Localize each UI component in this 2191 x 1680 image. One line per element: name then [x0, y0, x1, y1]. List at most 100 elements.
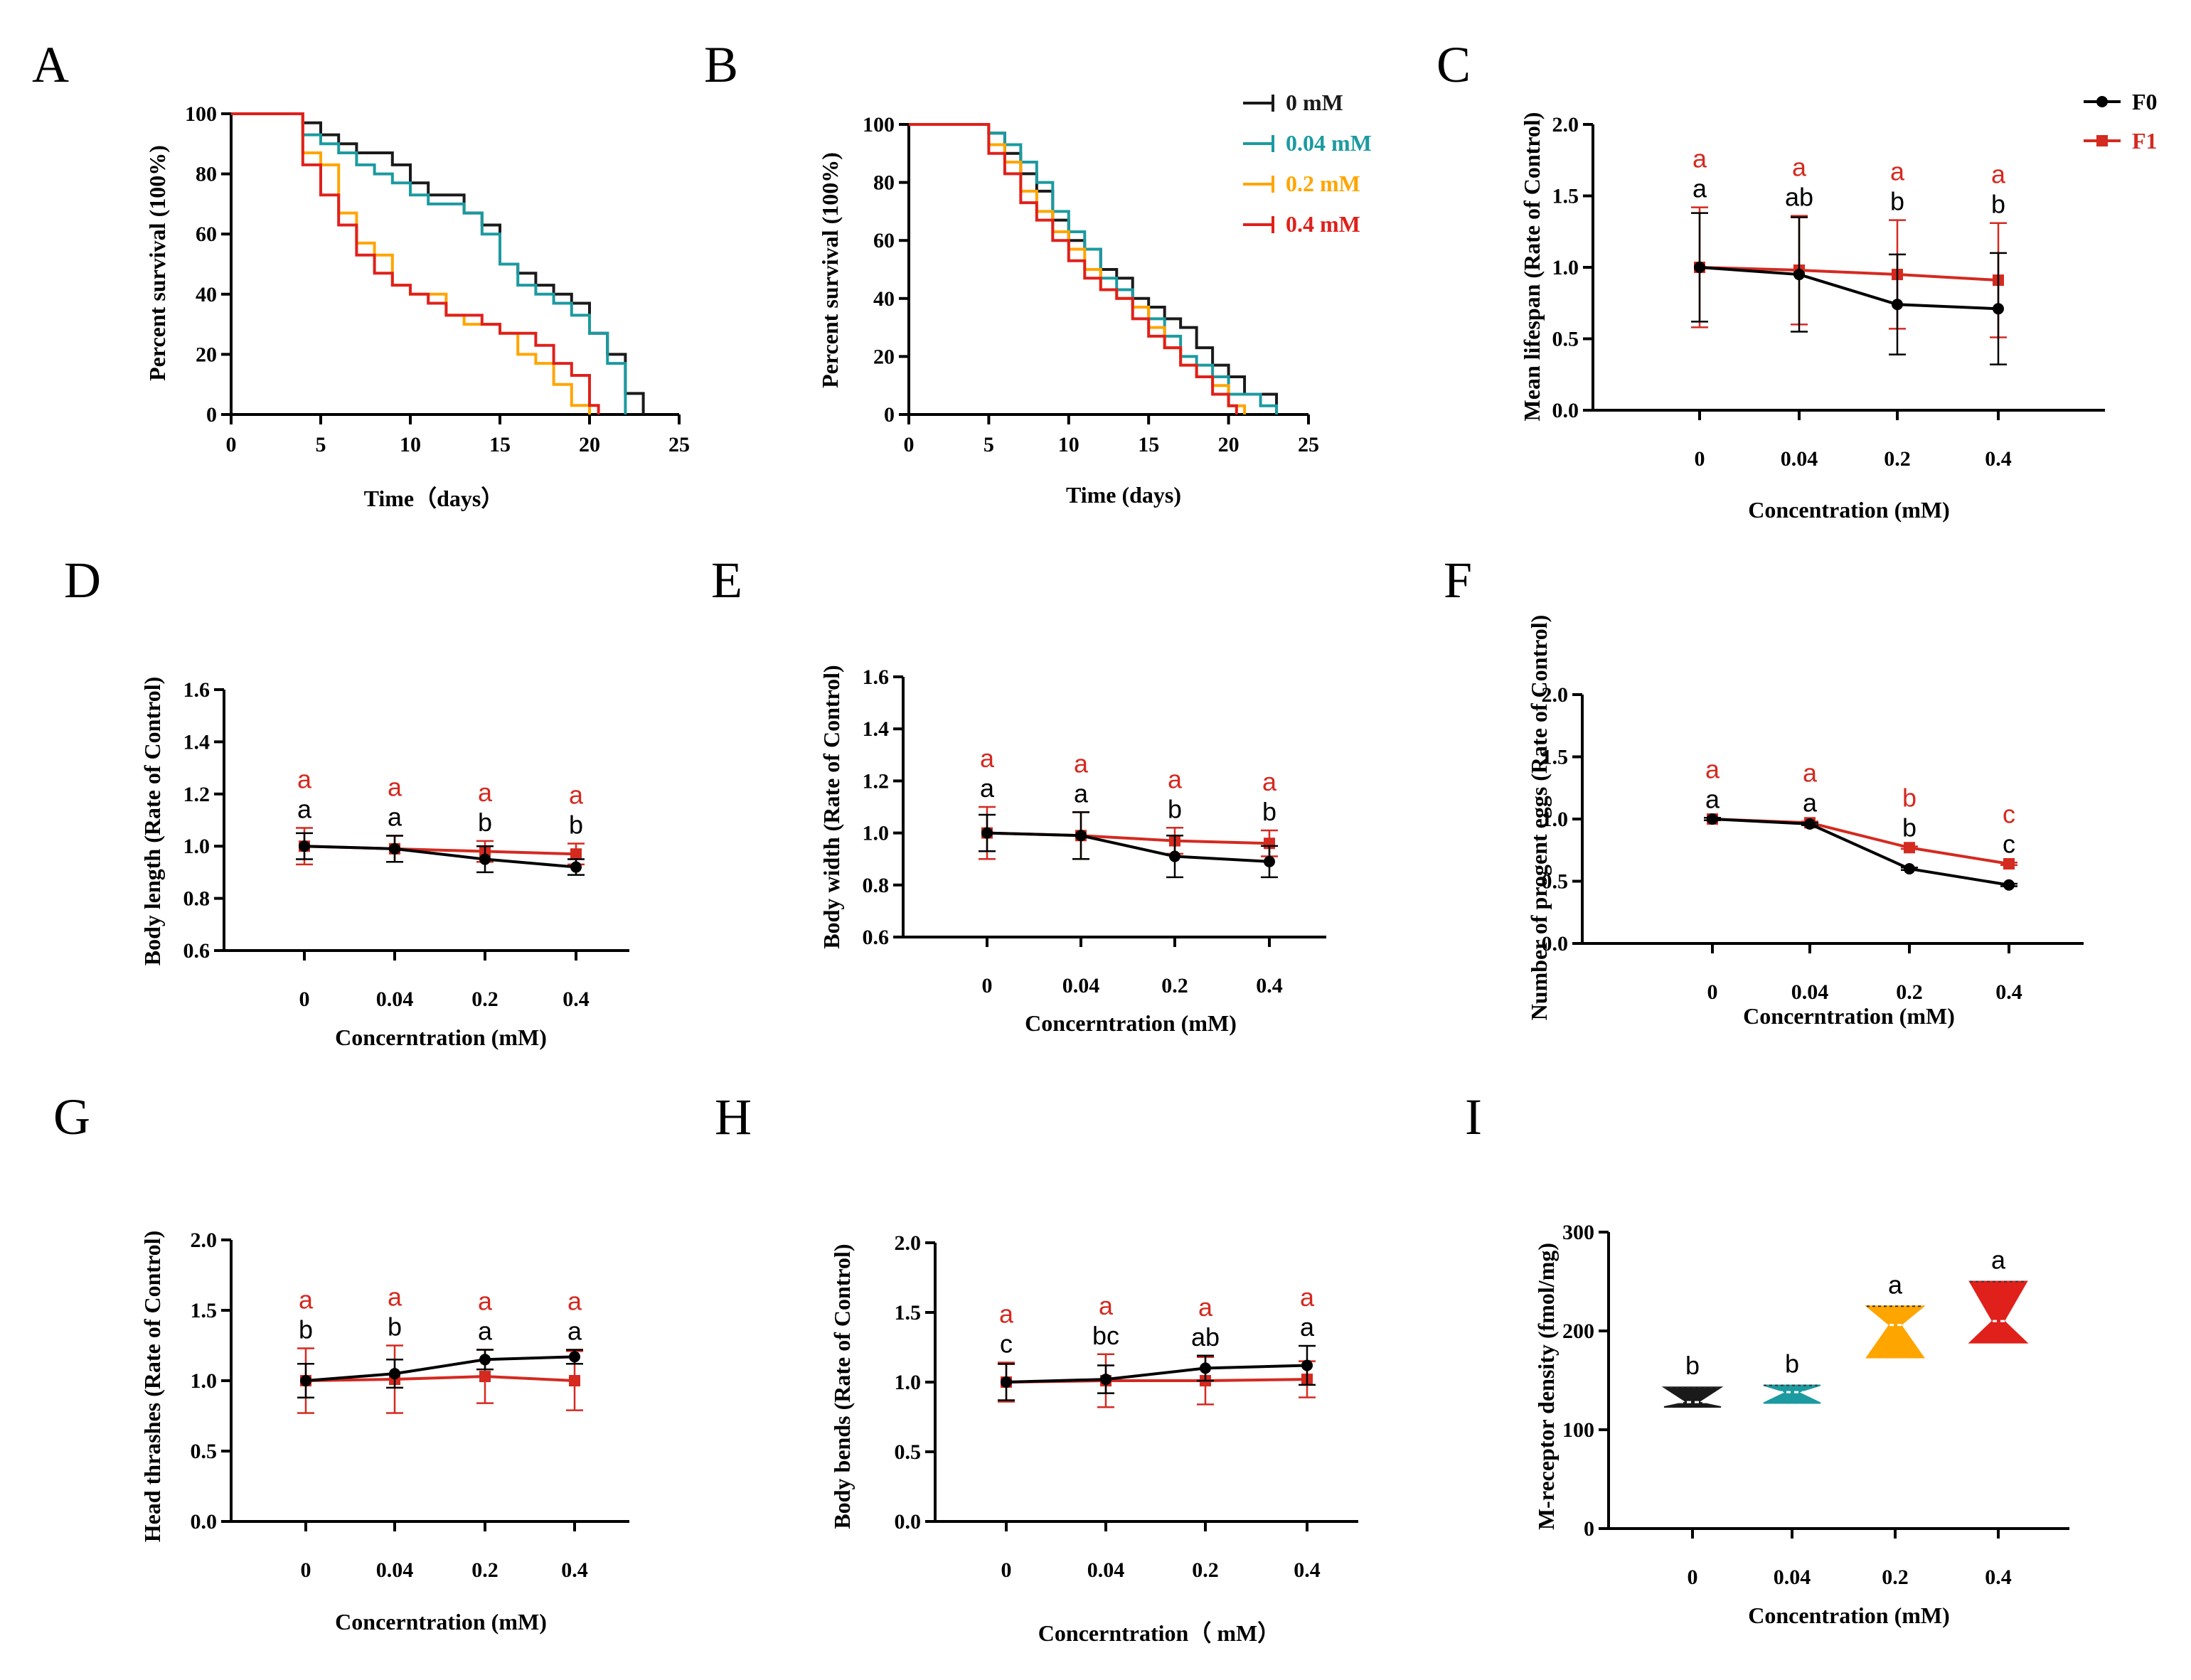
x-tick-label: 15 — [1138, 433, 1159, 456]
data-point-f0 — [1892, 299, 1903, 311]
x-tick-label: 0.2 — [471, 988, 499, 1011]
y-axis-title: M-receptor density (fmol/mg) — [1533, 1243, 1559, 1530]
x-tick-label: 15 — [489, 433, 511, 456]
panel-letter: H — [715, 1088, 752, 1145]
data-point-f0 — [1169, 850, 1180, 862]
x-axis-title: Concentration (mM) — [1748, 497, 1949, 523]
significance-letter-f1: a — [1991, 160, 2006, 189]
significance-letter-f1: a — [297, 765, 312, 794]
significance-letter-f0: ab — [1785, 183, 1813, 212]
legend-label: 0.2 mM — [1286, 171, 1360, 196]
panel-h: 0.0 0.5 1.0 1.5 2.0 0 0.04 0.2 0.4 Concerntration… — [715, 1088, 1358, 1646]
y-tick-label: 300 — [1562, 1221, 1594, 1244]
y-tick-label: 200 — [1562, 1320, 1594, 1343]
significance-letter-f0: a — [1692, 174, 1707, 203]
y-axis-title: Mean lifespan (Rate of Control) — [1519, 112, 1545, 422]
survival-curve-02mM — [909, 123, 1247, 414]
significance-letter-f0: a — [297, 795, 312, 824]
significance-letter-f1: a — [478, 1286, 493, 1315]
y-tick-label: 1.6 — [183, 678, 210, 702]
y-tick-label: 100 — [863, 113, 895, 137]
significance-letter-f0: c — [2003, 829, 2015, 858]
panel-letter: G — [53, 1088, 90, 1145]
x-tick-label: 0 — [1695, 447, 1705, 471]
x-axis-title: Concerntration (mM) — [335, 1024, 547, 1050]
y-tick-label: 1.0 — [895, 1371, 922, 1394]
panel-g: 0.0 0.5 1.0 1.5 2.0 0 0.04 0.2 0.4 Concerntration… — [53, 1088, 629, 1634]
x-axis-title: Concerntration (mM) — [1743, 1003, 1955, 1029]
data-point-f0 — [479, 1354, 491, 1366]
data-point-f0 — [1200, 1362, 1211, 1374]
significance-letter-f1: a — [1705, 754, 1720, 783]
panel-letter: D — [64, 552, 101, 609]
significance-letter-f0: a — [1803, 788, 1818, 818]
x-tick-label: 0.4 — [1294, 1558, 1321, 1582]
x-tick-label: 0.04 — [376, 1558, 414, 1582]
y-tick-label: 40 — [873, 287, 895, 311]
x-tick-label: 0.4 — [563, 988, 590, 1011]
significance-letter-f0: b — [478, 808, 492, 837]
significance-letter: b — [1685, 1351, 1700, 1380]
panel-letter: I — [1465, 1088, 1482, 1145]
significance-letter-f0: bc — [1092, 1321, 1119, 1350]
data-point-f0 — [479, 853, 491, 865]
x-tick-label: 0.04 — [1087, 1558, 1125, 1582]
survival-curve-02mM — [231, 112, 591, 414]
x-tick-label: 0.04 — [1062, 974, 1100, 997]
panel-letter: B — [704, 36, 738, 93]
data-point-f0 — [1264, 855, 1275, 867]
y-tick-label: 100 — [185, 102, 217, 126]
y-tick-label: 80 — [196, 163, 217, 186]
data-point-f1 — [570, 848, 582, 860]
y-tick-label: 1.0 — [191, 1369, 218, 1393]
panel-i: 0 100 200 300 0 0.04 0.2 0.4 Concentration (mM) M… — [1465, 1088, 2069, 1628]
x-tick-label: 0.2 — [1884, 447, 1911, 471]
panel-a: 0 20 40 60 80 100 0 5 10 15 20 25 Time（days） Percent … — [32, 36, 690, 511]
survival-curve-004mM — [231, 112, 627, 414]
significance-letter-f0: c — [1000, 1329, 1013, 1359]
y-tick-label: 0 — [206, 403, 217, 427]
x-axis-title: Time（days） — [364, 486, 504, 511]
panel-e: 0.6 0.8 1.0 1.2 1.4 1.6 0 0.04 0.2 0.4 Concerntrat… — [711, 552, 1326, 1036]
violin-004 — [1763, 1384, 1821, 1404]
panel-letter: F — [1444, 552, 1472, 609]
y-tick-label: 1.5 — [1552, 185, 1579, 208]
significance-letter-f1: a — [567, 1286, 582, 1315]
y-tick-label: 1.5 — [895, 1301, 922, 1325]
y-tick-label: 40 — [196, 283, 217, 306]
significance-letter-f0: b — [1902, 813, 1917, 842]
x-tick-label: 0.4 — [1985, 447, 2012, 471]
y-tick-label: 1.6 — [863, 665, 890, 689]
data-point-f0 — [1793, 269, 1805, 281]
y-tick-label: 2.0 — [191, 1229, 218, 1252]
x-tick-label: 0.4 — [1995, 980, 2022, 1004]
legend-marker — [2096, 96, 2108, 107]
legend-label: 0 mM — [1286, 90, 1343, 115]
x-tick-label: 0.2 — [1882, 1566, 1909, 1589]
y-tick-label: 1.2 — [863, 769, 890, 793]
x-tick-label: 0 — [299, 988, 310, 1011]
y-tick-label: 1.0 — [1552, 256, 1579, 279]
y-tick-label: 1.0 — [183, 835, 210, 858]
x-tick-label: 0.2 — [471, 1558, 499, 1582]
y-tick-label: 0.6 — [183, 939, 210, 963]
y-tick-label: 0.5 — [191, 1440, 218, 1463]
data-point-f0 — [300, 1375, 311, 1386]
y-axis-title: Body bends (Rate of Control) — [829, 1243, 855, 1529]
significance-letter-f1: a — [299, 1285, 314, 1314]
y-tick-label: 1.0 — [1542, 808, 1569, 831]
survival-curve-004mM — [909, 123, 1279, 414]
y-tick-label: 1.2 — [183, 783, 210, 806]
x-axis-title: Concentration (mM) — [1748, 1603, 1949, 1628]
x-tick-label: 5 — [316, 433, 326, 456]
x-tick-label: 10 — [400, 433, 421, 456]
data-point-f0 — [1993, 303, 2004, 315]
y-tick-label: 2.0 — [895, 1231, 922, 1255]
significance-letter-f1: a — [1168, 764, 1183, 793]
data-point-f0 — [1694, 262, 1705, 273]
x-tick-label: 0 — [1688, 1566, 1698, 1589]
y-tick-label: 100 — [1562, 1418, 1594, 1442]
panel-letter: C — [1436, 36, 1471, 93]
y-tick-label: 0.0 — [895, 1510, 922, 1534]
